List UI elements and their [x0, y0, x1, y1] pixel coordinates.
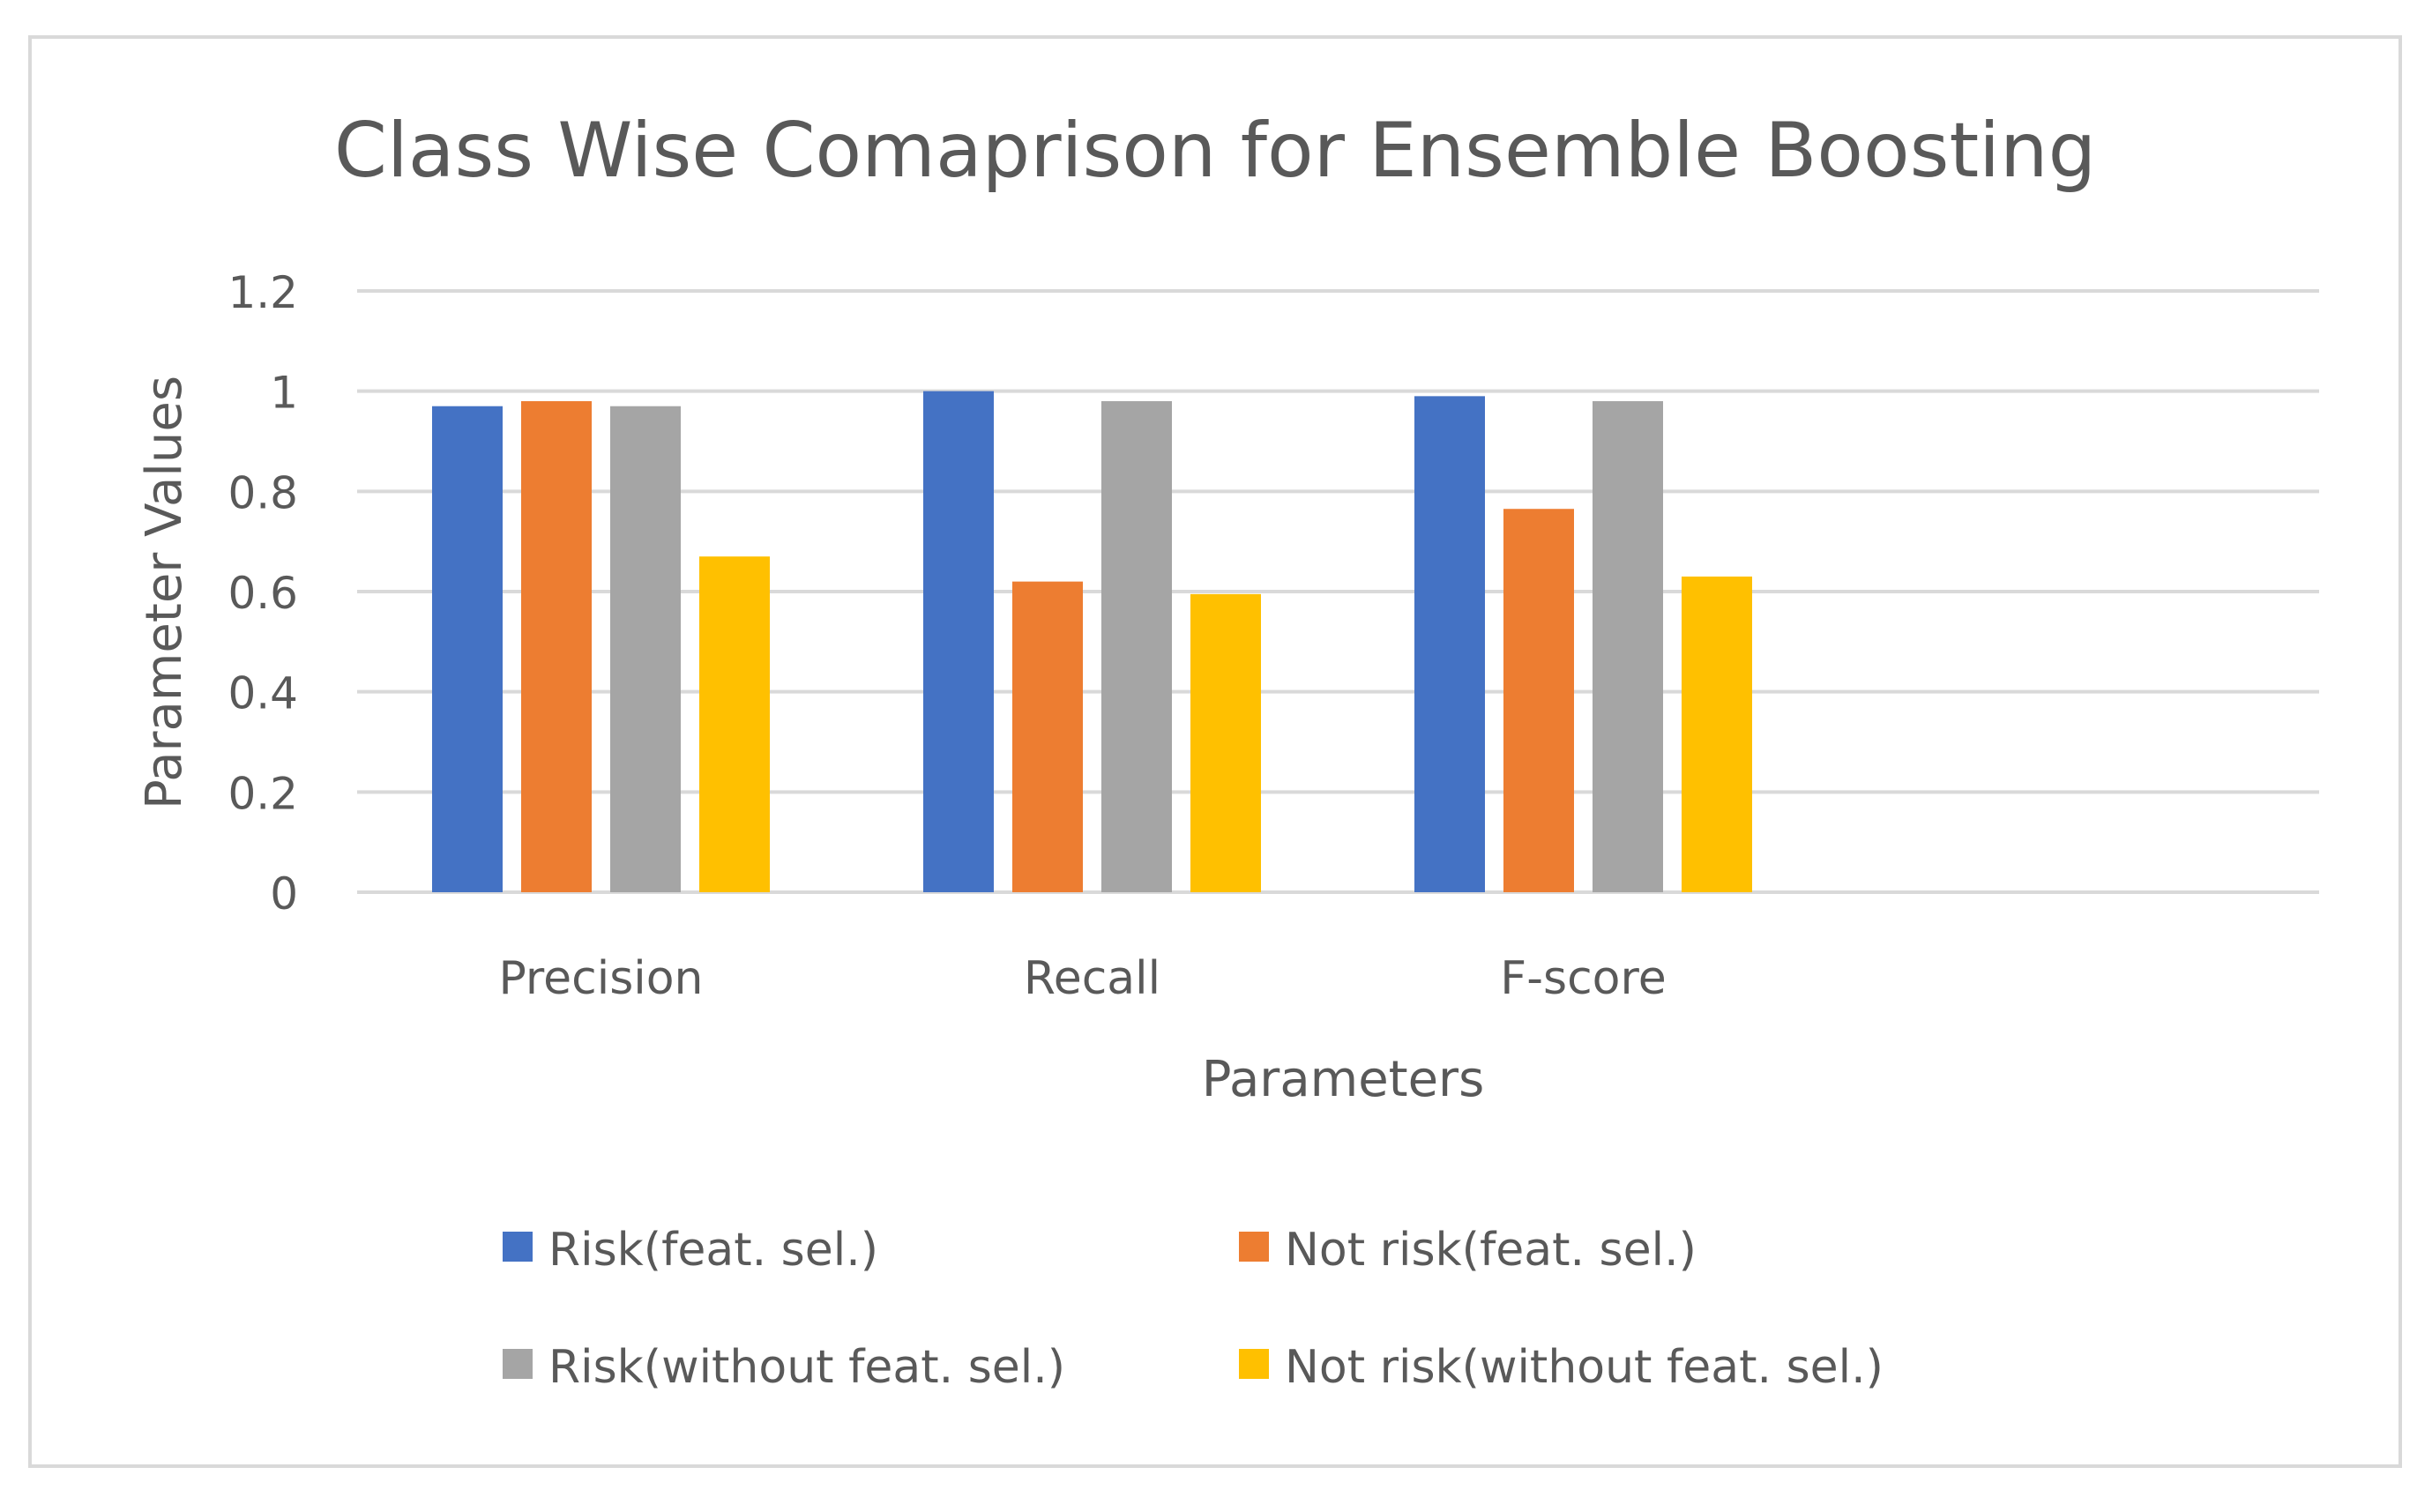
- bar-not-risk-feat-sel-recall: [1012, 581, 1083, 892]
- y-tick-label: 0: [270, 868, 298, 920]
- y-tick-label: 0.8: [228, 467, 298, 518]
- bar-not-risk-feat-sel-f-score: [1503, 509, 1574, 892]
- x-axis-ticks: Precision Recall F-score: [498, 952, 1666, 1005]
- legend-item: Risk(without feat. sel.): [503, 1341, 1065, 1394]
- bar-risk-feat-sel-f-score: [1414, 396, 1485, 893]
- chart-title: Class Wise Comaprison for Ensemble Boost…: [334, 107, 2096, 195]
- y-axis-ticks: 0 0.2 0.4 0.6 0.8 1 1.2: [228, 267, 298, 920]
- legend-item: Risk(feat. sel.): [503, 1224, 878, 1277]
- legend-label: Not risk(without feat. sel.): [1285, 1341, 1884, 1394]
- y-tick-label: 0.6: [228, 568, 298, 619]
- legend-swatch: [1239, 1349, 1269, 1379]
- bar-not-risk-without-feat-sel-recall: [1190, 593, 1261, 892]
- legend-swatch: [503, 1232, 533, 1262]
- bar-not-risk-feat-sel-precision: [521, 401, 592, 892]
- bars: [432, 391, 1752, 893]
- x-axis-label: Parameters: [1202, 1051, 1485, 1108]
- legend-label: Not risk(feat. sel.): [1285, 1224, 1697, 1277]
- bar-risk-feat-sel-recall: [923, 391, 994, 893]
- y-tick-label: 1: [270, 368, 298, 419]
- bar-risk-without-feat-sel-precision: [610, 406, 681, 892]
- legend-label: Risk(without feat. sel.): [548, 1341, 1065, 1394]
- bar-risk-feat-sel-precision: [432, 406, 503, 892]
- y-tick-label: 1.2: [228, 267, 298, 318]
- legend-item: Not risk(without feat. sel.): [1239, 1341, 1884, 1394]
- legend: Risk(feat. sel.) Not risk(feat. sel.) Risk…: [503, 1224, 1884, 1394]
- bar-risk-without-feat-sel-f-score: [1593, 401, 1663, 892]
- legend-swatch: [503, 1349, 533, 1379]
- x-tick-label: F-score: [1500, 952, 1666, 1005]
- x-tick-label: Precision: [498, 952, 703, 1005]
- legend-label: Risk(feat. sel.): [548, 1224, 878, 1277]
- legend-swatch: [1239, 1232, 1269, 1262]
- bar-not-risk-without-feat-sel-precision: [699, 556, 770, 892]
- bar-risk-without-feat-sel-recall: [1101, 401, 1172, 892]
- y-axis-label: Parameter Values: [136, 376, 193, 809]
- bar-not-risk-without-feat-sel-f-score: [1682, 576, 1752, 892]
- y-tick-label: 0.2: [228, 768, 298, 819]
- legend-item: Not risk(feat. sel.): [1239, 1224, 1697, 1277]
- gridlines: [357, 289, 2319, 894]
- x-tick-label: Recall: [1024, 952, 1160, 1005]
- y-tick-label: 0.4: [228, 668, 298, 719]
